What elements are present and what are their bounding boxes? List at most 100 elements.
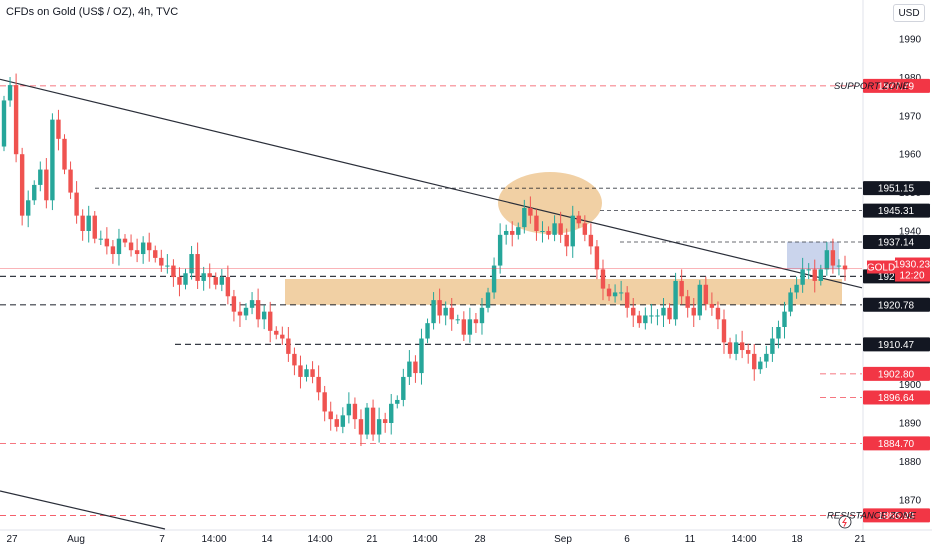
- candle-body: [225, 277, 231, 297]
- alert-icon-bolt: [841, 517, 847, 527]
- candle-body: [189, 254, 194, 274]
- candle-body: [56, 119, 61, 139]
- recent-range-box: [787, 241, 839, 270]
- price-level-tag: [863, 181, 930, 196]
- price-level-tag: [863, 436, 930, 451]
- candle-body: [268, 311, 273, 331]
- price-level-tag: [863, 337, 930, 352]
- price-level-tag: [863, 366, 930, 381]
- candle-body: [286, 338, 291, 354]
- highlight-zone: [285, 279, 842, 305]
- price-tick-label: 1960: [899, 150, 922, 161]
- candle-body: [594, 246, 600, 270]
- candle-body: [661, 307, 666, 316]
- candle-body: [322, 392, 327, 412]
- last-price-tag: [895, 257, 930, 282]
- candle-body: [830, 250, 836, 266]
- time-axis-label: 14:00: [731, 534, 756, 545]
- last-price-value: 1930.23: [894, 260, 931, 271]
- time-axis-label: 14: [261, 534, 273, 545]
- price-level-tag: [863, 297, 930, 312]
- currency-button[interactable]: USD: [893, 4, 925, 22]
- candle-body: [68, 169, 73, 193]
- time-axis-label: 21: [854, 534, 866, 545]
- price-level-tag: [863, 203, 930, 218]
- candle-body: [510, 231, 515, 235]
- price-level-value: 1937.14: [878, 237, 915, 248]
- candle-body: [38, 169, 43, 185]
- candle-body: [352, 403, 358, 420]
- time-axis-label: 18: [791, 534, 803, 545]
- symbol-label: GOLD: [867, 263, 895, 274]
- candle-body: [165, 265, 170, 267]
- candle-body: [413, 361, 418, 374]
- candle-body: [207, 273, 212, 278]
- candle-body: [800, 269, 805, 285]
- candle-body: [824, 250, 830, 270]
- descending-trendline: [0, 78, 863, 289]
- candle-body: [147, 242, 152, 251]
- candle-body: [546, 231, 551, 235]
- candle-body: [643, 315, 648, 324]
- zone-annotation: RESISTANCE ZONE: [827, 510, 917, 521]
- alert-icon[interactable]: [838, 515, 852, 529]
- candle-body: [431, 300, 436, 324]
- candle-body: [243, 307, 249, 316]
- candle-body: [794, 284, 799, 293]
- candle-body: [364, 407, 370, 435]
- candle-body: [600, 269, 606, 289]
- price-tick-label: 1890: [899, 419, 922, 430]
- candle-body: [673, 280, 678, 320]
- candle-body: [7, 85, 13, 101]
- candle-body: [703, 284, 709, 304]
- candle-body: [467, 319, 473, 335]
- time-axis-label: 14:00: [307, 534, 332, 545]
- candle-body: [62, 138, 67, 170]
- candle-body: [128, 242, 134, 251]
- price-tick-label: 1900: [899, 380, 922, 391]
- candle-body: [715, 307, 721, 320]
- candle-body: [86, 215, 91, 231]
- candle-body: [382, 419, 388, 423]
- price-level-value: 1884.70: [878, 439, 915, 450]
- candle-body: [340, 415, 346, 427]
- candle-body: [237, 311, 243, 316]
- candle-body: [153, 250, 158, 258]
- candle-body: [764, 353, 769, 362]
- candle-body: [443, 307, 448, 316]
- candle-body: [358, 419, 364, 435]
- symbol-tag: [867, 260, 895, 274]
- candle-body: [739, 342, 745, 351]
- candle-body: [491, 265, 497, 293]
- candle-body: [44, 169, 49, 201]
- price-level-value: 1920.78: [878, 300, 915, 311]
- candle-body: [1, 100, 7, 147]
- time-axis-label: 21: [366, 534, 378, 545]
- candle-body: [818, 269, 823, 281]
- candle-body: [255, 300, 261, 320]
- candle-body: [479, 307, 485, 324]
- candle-body: [316, 376, 321, 393]
- candle-body: [274, 330, 279, 335]
- candle-body: [570, 215, 575, 247]
- time-axis-label: 6: [624, 534, 630, 545]
- candle-body: [13, 85, 19, 155]
- candle-body: [685, 296, 690, 308]
- price-tick-label: 1990: [899, 35, 922, 46]
- candle-body: [806, 269, 811, 271]
- candle-body: [171, 265, 176, 278]
- zone-annotation: SUPPORT ZONE: [834, 81, 909, 92]
- candle-body: [812, 269, 817, 281]
- candle-body: [624, 292, 630, 308]
- candle-body: [758, 361, 763, 370]
- price-level-tag: [863, 78, 930, 93]
- candle-body: [558, 223, 563, 235]
- chart-title: CFDs on Gold (US$ / OZ), 4h, TVC: [6, 6, 179, 18]
- candle-body: [328, 411, 333, 420]
- candle-body: [104, 238, 110, 247]
- candle-body: [389, 403, 394, 423]
- candle-body: [528, 207, 533, 216]
- candle-body: [177, 277, 182, 285]
